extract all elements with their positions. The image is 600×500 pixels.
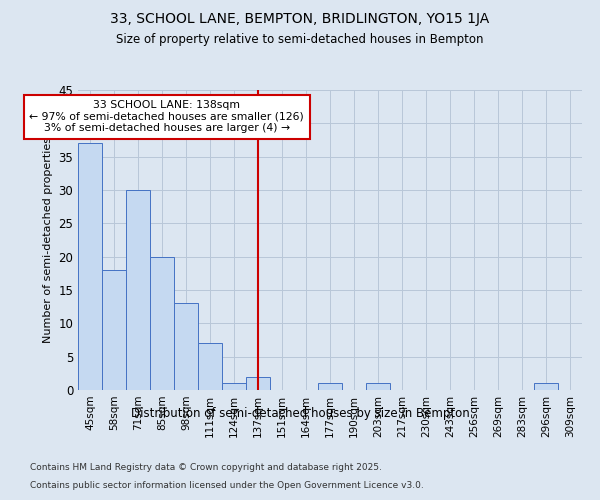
Text: 33 SCHOOL LANE: 138sqm
← 97% of semi-detached houses are smaller (126)
3% of sem: 33 SCHOOL LANE: 138sqm ← 97% of semi-det… [29,100,304,133]
Bar [198,344,222,390]
Text: Contains public sector information licensed under the Open Government Licence v3: Contains public sector information licen… [30,481,424,490]
Bar [102,270,126,390]
Bar [126,190,150,390]
Text: 33, SCHOOL LANE, BEMPTON, BRIDLINGTON, YO15 1JA: 33, SCHOOL LANE, BEMPTON, BRIDLINGTON, Y… [110,12,490,26]
Bar [534,384,558,390]
Bar [222,384,246,390]
Text: Size of property relative to semi-detached houses in Bempton: Size of property relative to semi-detach… [116,32,484,46]
Bar [78,144,102,390]
Bar [246,376,270,390]
Text: Contains HM Land Registry data © Crown copyright and database right 2025.: Contains HM Land Registry data © Crown c… [30,462,382,471]
Bar [318,384,342,390]
Bar [150,256,174,390]
Text: Distribution of semi-detached houses by size in Bempton: Distribution of semi-detached houses by … [131,408,469,420]
Y-axis label: Number of semi-detached properties: Number of semi-detached properties [43,137,53,343]
Bar [366,384,390,390]
Bar [174,304,198,390]
